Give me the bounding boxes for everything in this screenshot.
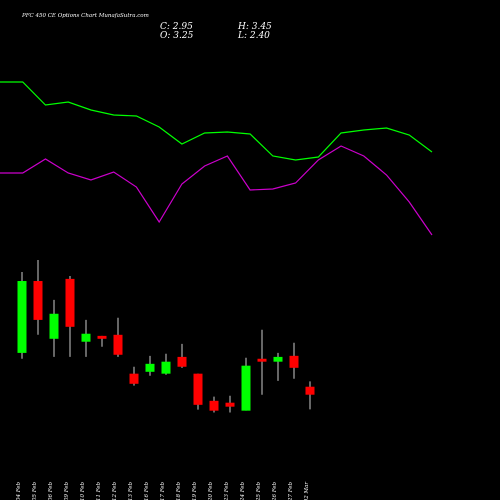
candle-body [49, 313, 59, 339]
candle-body [65, 278, 75, 327]
x-tick-label: 17 Feb [160, 482, 166, 500]
x-tick-label: 04 Feb [16, 482, 22, 500]
candle-body [257, 358, 267, 362]
chart-title: PFC 450 CE Options Chart MunafaSutra.com [21, 13, 149, 19]
x-tick-label: 18 Feb [176, 482, 182, 500]
x-tick-label: 02 Mar [304, 482, 310, 500]
x-tick-label: 25 Feb [256, 482, 262, 500]
x-tick-label: 20 Feb [208, 482, 214, 500]
high-label: H: 3.45 [237, 22, 272, 32]
candle-body [113, 334, 123, 355]
candle-body [97, 335, 107, 339]
candle-body [193, 373, 203, 405]
candle-body [241, 365, 251, 411]
candle-body [177, 356, 187, 367]
candle-body [225, 402, 235, 407]
close-label: C: 2.95 [160, 22, 193, 32]
x-tick-label: 23 Feb [224, 482, 230, 500]
low-label: L: 2.40 [237, 31, 270, 41]
candle-body [305, 386, 315, 395]
x-tick-label: 26 Feb [272, 482, 278, 500]
x-tick-label: 06 Feb [48, 482, 54, 500]
x-tick-label: 10 Feb [80, 482, 86, 500]
candle-body [209, 400, 219, 411]
x-tick-label: 16 Feb [144, 482, 150, 500]
candle-body [145, 363, 155, 372]
x-tick-label: 19 Feb [192, 482, 198, 500]
x-tick-label: 12 Feb [112, 482, 118, 500]
x-tick-label: 09 Feb [64, 482, 70, 500]
candle-body [17, 281, 27, 353]
indicator-line [0, 145, 433, 236]
indicator-line [0, 81, 433, 161]
candle-body [129, 373, 139, 384]
candle-body [33, 281, 43, 320]
candle-body [289, 355, 299, 368]
x-tick-label: 05 Feb [32, 482, 38, 500]
candle-body [81, 333, 91, 342]
x-tick-label: 11 Feb [96, 482, 102, 500]
x-tick-label: 27 Feb [288, 482, 294, 500]
candle-body [161, 361, 171, 374]
x-tick-label: 13 Feb [128, 482, 134, 500]
open-label: O: 3.25 [160, 31, 194, 41]
candle-body [273, 356, 283, 362]
x-tick-label: 24 Feb [240, 482, 246, 500]
